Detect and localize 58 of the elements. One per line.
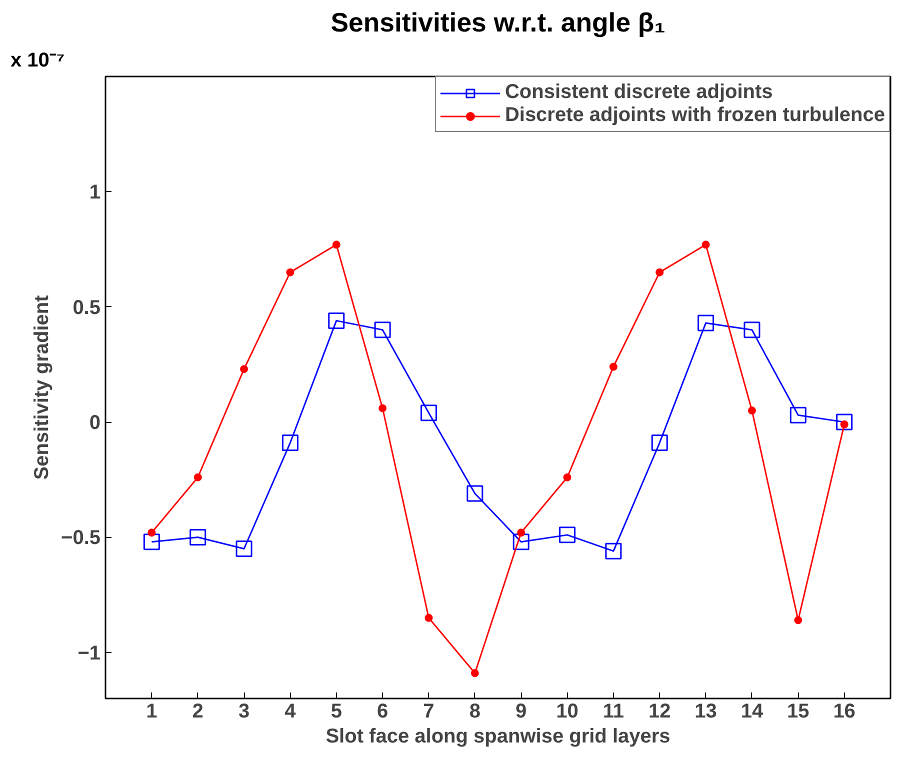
point [748,406,756,415]
point [517,528,526,537]
point [194,473,202,482]
point [143,534,160,550]
point [286,268,294,276]
x-tick-label: 3 [238,700,250,722]
point [424,614,433,622]
point [374,322,391,338]
point [563,473,572,482]
point [512,534,530,550]
text: x 10⁻⁷ [10,50,65,72]
point [240,365,248,374]
point [148,528,156,537]
point [236,540,252,558]
point [378,404,387,412]
point [609,362,618,371]
x-tick-label: 11 [602,700,624,722]
point [466,485,484,502]
point [702,240,710,249]
legend-label: Consistent discrete adjoints [504,81,773,104]
x-tick-label: 14 [740,700,764,722]
y-tick-label: 0.5 [72,296,101,319]
x-tick-label: 5 [330,700,342,722]
x-tick-label: 12 [648,700,671,722]
y-tick-label: 1 [89,182,100,204]
point [656,268,664,276]
x-tick-label: 16 [833,700,856,722]
point [282,434,298,452]
x-tick-label: 15 [787,700,810,722]
chart-title: Sensitivities w.r.t. angle β₁ [330,8,666,38]
point [836,414,853,430]
point [790,406,806,424]
x-tick-label: 1 [146,700,158,722]
point [605,542,622,560]
y-axis-title: Sensitivity gradient [31,294,54,480]
point [559,526,576,544]
x-tick-label: 6 [376,700,388,722]
x-tick-label: 10 [556,700,578,722]
point [190,528,206,546]
point [698,314,714,332]
x-tick-label: 8 [469,700,480,722]
x-tick-label: 2 [192,700,204,722]
point [744,322,760,338]
point [332,240,340,249]
point [651,434,668,452]
legend-label: Discrete adjoints with frozen turbulence [504,104,885,127]
x-axis-title: Slot face along spanwise grid layers [326,726,670,748]
point [470,669,479,678]
x-tick-label: 4 [284,700,297,722]
point [794,616,802,624]
x-tick-label: 7 [423,700,434,722]
point [328,312,345,329]
x-tick-label: 9 [516,700,527,722]
y-tick-label: 0 [89,412,100,434]
point [420,404,437,422]
y-tick-label: −1 [78,642,101,664]
y-tick-label: −0.5 [61,527,100,550]
x-tick-label: 13 [694,700,717,722]
